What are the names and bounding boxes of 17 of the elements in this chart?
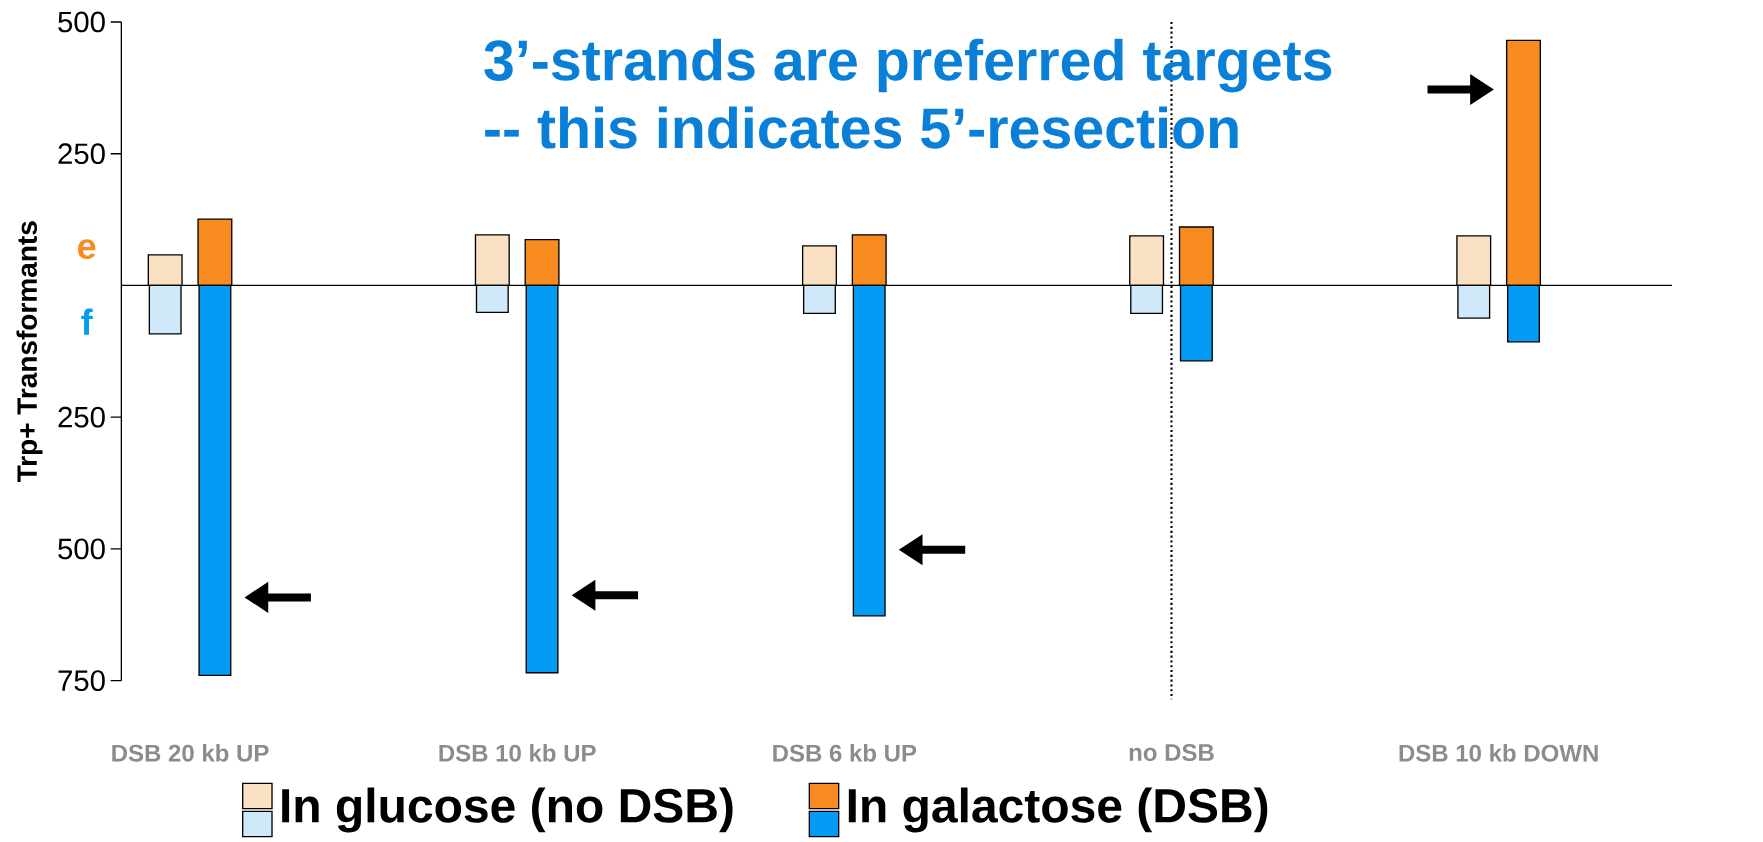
x-tick-label: DSB 20 kb UP xyxy=(112,744,269,762)
chart-title: 3’-strands are preferred targets xyxy=(484,38,1332,93)
text: f xyxy=(81,308,93,335)
y-tick-label: 250 xyxy=(58,406,105,428)
legend-label: In glucose (no DSB) xyxy=(282,787,733,833)
x-tick-label: DSB 6 kb UP xyxy=(773,744,917,762)
legend-label: In galactose (DSB) xyxy=(848,787,1268,833)
y-tick-label: 750 xyxy=(58,670,105,692)
y-tick-label: 250 xyxy=(58,143,105,165)
y-tick-label: 500 xyxy=(58,11,105,33)
text: e xyxy=(78,239,96,260)
y-tick-label: 500 xyxy=(58,538,105,560)
y-axis-title: Trp+ Transformants xyxy=(16,221,43,483)
text: -- this indicates 5’-resection xyxy=(485,106,1238,149)
x-tick-label: DSB 10 kb UP xyxy=(439,744,596,762)
x-tick-label: no DSB xyxy=(1129,744,1214,762)
x-tick-label: DSB 10 kb DOWN xyxy=(1399,744,1598,762)
